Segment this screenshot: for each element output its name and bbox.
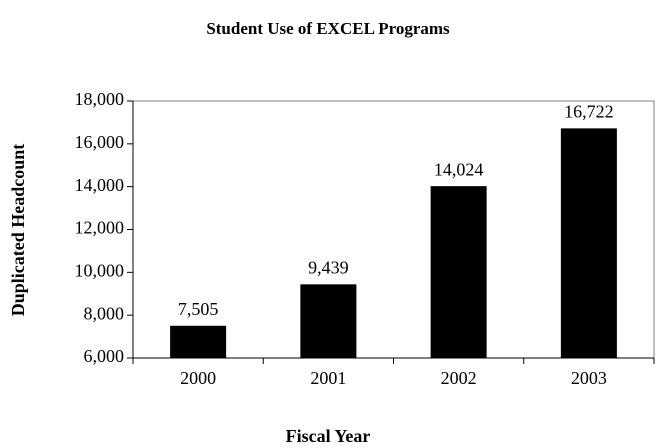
y-tick-label: 12,000 — [75, 218, 125, 238]
y-tick-label: 16,000 — [75, 132, 125, 152]
data-label: 7,505 — [178, 299, 219, 319]
data-label: 16,722 — [564, 101, 614, 121]
x-axis-label: Fiscal Year — [286, 426, 371, 446]
bar — [560, 128, 617, 358]
chart-title: Student Use of EXCEL Programs — [206, 19, 450, 38]
y-tick-label: 14,000 — [75, 175, 125, 195]
x-tick-label: 2000 — [180, 368, 216, 388]
data-label: 9,439 — [308, 257, 349, 277]
data-label: 14,024 — [434, 159, 484, 179]
y-tick-label: 6,000 — [84, 346, 125, 366]
x-tick-label: 2003 — [571, 368, 607, 388]
y-axis-label: Duplicated Headcount — [8, 144, 28, 317]
x-tick-label: 2001 — [310, 368, 346, 388]
y-tick-label: 10,000 — [75, 260, 125, 280]
bar — [300, 284, 357, 358]
y-tick-label: 8,000 — [84, 303, 125, 323]
y-tick-label: 18,000 — [75, 89, 125, 109]
bar — [170, 325, 227, 358]
x-tick-label: 2002 — [441, 368, 477, 388]
bar — [430, 186, 487, 358]
